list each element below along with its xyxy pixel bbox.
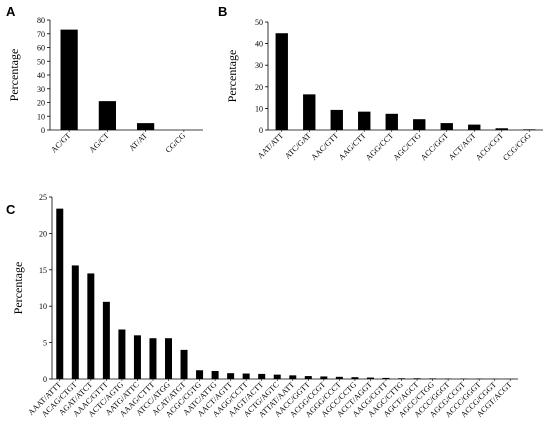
category-label: ACT/AGT xyxy=(447,131,478,162)
y-tick-label: 50 xyxy=(37,57,45,66)
y-tick-label: 0 xyxy=(43,375,47,384)
y-tick-label: 30 xyxy=(255,61,263,70)
category-label: AT/AT xyxy=(127,131,149,153)
category-label: ATC/GAT xyxy=(283,131,313,161)
category-label: CCG/CGG xyxy=(501,131,533,163)
bar xyxy=(289,375,297,379)
y-tick-label: 40 xyxy=(37,71,45,80)
bar xyxy=(330,109,343,130)
y-tick-label: 15 xyxy=(39,266,47,275)
y-tick-label: 20 xyxy=(37,99,45,108)
bar xyxy=(137,123,155,130)
bar xyxy=(413,119,426,130)
bar xyxy=(211,370,219,379)
chart-b: Percentage 0 10 20 30 40 50 AAT/ATTATC/GATAAC/G… xyxy=(225,18,543,163)
y-tick-label: 5 xyxy=(43,339,47,348)
bar xyxy=(102,301,110,379)
bar xyxy=(366,377,374,379)
y-tick-label: 40 xyxy=(255,40,263,49)
bar xyxy=(440,123,453,130)
bar xyxy=(196,370,204,379)
bar xyxy=(303,94,316,130)
y-tick-label: 20 xyxy=(39,229,47,238)
bar xyxy=(495,128,508,130)
bar xyxy=(320,376,328,379)
bar xyxy=(468,124,481,130)
bar xyxy=(227,373,235,379)
y-axis-label: Percentage xyxy=(7,49,21,102)
category-label: ACC/GGT xyxy=(419,131,450,162)
y-tick-label: 70 xyxy=(37,30,45,39)
bar xyxy=(275,33,288,131)
panel-letter-c: C xyxy=(6,202,16,217)
category-label: AC/GT xyxy=(49,131,72,154)
bar xyxy=(60,29,78,130)
y-tick-label: 10 xyxy=(255,104,263,113)
category-label: ACG/CGT xyxy=(474,131,505,162)
y-tick-label: 10 xyxy=(37,112,45,121)
bar xyxy=(523,129,536,130)
category-label: AGG/CCT xyxy=(364,131,395,162)
bar xyxy=(133,335,141,379)
y-tick-label: 10 xyxy=(39,302,47,311)
y-tick-label: 0 xyxy=(259,126,263,135)
panel-letter-b: B xyxy=(218,4,227,19)
bar xyxy=(304,376,312,379)
chart-c: Percentage0510152025AAAT/ATTTACAG/CTGTAG… xyxy=(11,193,518,419)
bar xyxy=(56,208,64,379)
y-tick-label: 20 xyxy=(255,83,263,92)
y-axis-label: Percentage xyxy=(11,262,25,315)
category-label: AGC/CTG xyxy=(391,131,422,162)
category-label: AAC/GTT xyxy=(309,131,340,162)
y-tick-label: 50 xyxy=(255,18,263,27)
bar xyxy=(413,378,421,379)
bar xyxy=(149,338,157,379)
category-label: CG/CG xyxy=(164,131,188,155)
bar xyxy=(398,378,405,379)
bar xyxy=(351,377,359,379)
bar xyxy=(118,329,126,379)
y-tick-label: 80 xyxy=(37,16,45,25)
bar xyxy=(165,338,172,379)
bar xyxy=(358,111,371,130)
y-tick-label: 0 xyxy=(41,126,45,135)
bar xyxy=(258,373,266,379)
bar xyxy=(385,113,398,130)
y-axis-label: Percentage xyxy=(225,50,239,103)
panel-letter-a: A xyxy=(6,4,16,19)
bar xyxy=(382,377,390,379)
bar xyxy=(71,265,79,379)
category-label: AG/CT xyxy=(87,131,110,154)
y-tick-label: 30 xyxy=(37,85,45,94)
y-tick-label: 25 xyxy=(39,193,47,202)
bar xyxy=(180,349,188,379)
bar xyxy=(335,376,343,379)
bar xyxy=(242,373,250,379)
bar xyxy=(429,378,437,379)
y-tick-label: 60 xyxy=(37,44,45,53)
chart-a: Percentage 0 10 20 30 40 50 60 70 80 AC/GT AG/CT AT/… xyxy=(7,16,203,155)
bar xyxy=(273,374,281,379)
category-label: AAT/ATT xyxy=(256,131,285,160)
bar xyxy=(87,273,95,379)
bar xyxy=(98,101,116,130)
category-label: AAG/CTT xyxy=(337,131,368,162)
